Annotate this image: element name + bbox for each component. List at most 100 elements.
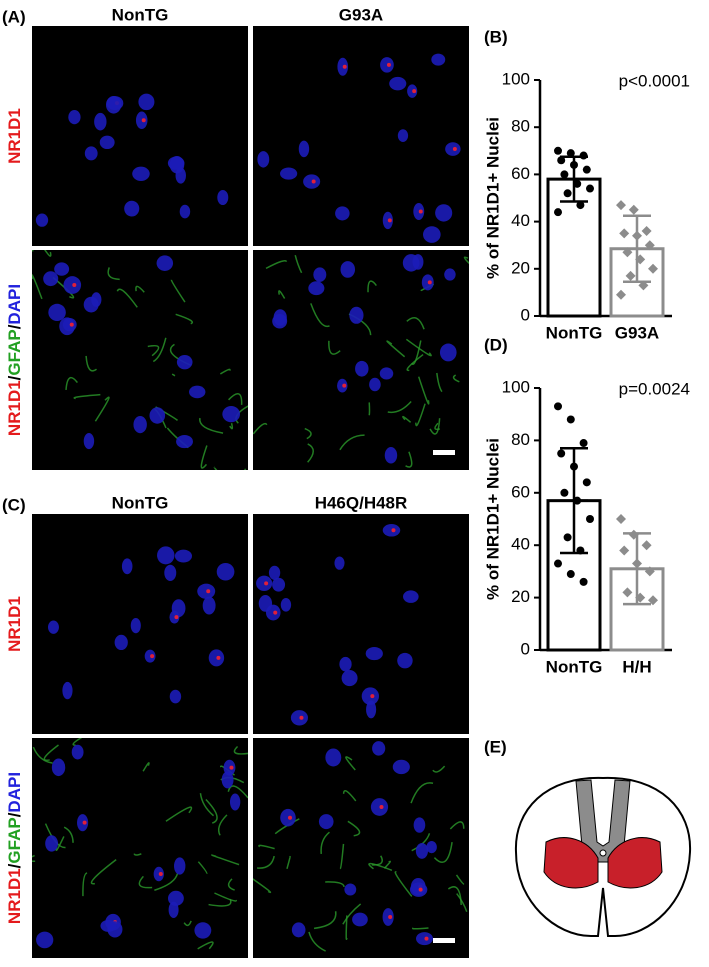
nr1d1-signal [159,872,163,876]
nucleus [217,563,235,581]
nr1d1-signal [142,118,146,122]
micrograph [253,26,469,246]
nucleus [170,690,181,704]
nr1d1-signal [264,581,268,585]
gfap-fiber [214,467,237,491]
micrograph-bg [253,514,469,734]
nucleus [175,550,192,563]
nr1d1-signal [216,656,220,660]
nucleus [45,835,58,851]
data-point [554,402,562,410]
panel-label: (C) [2,495,26,514]
nr1d1-signal [299,716,303,720]
nucleus [217,190,228,205]
nucleus [48,621,59,634]
data-point [554,208,562,216]
nucleus [349,307,363,324]
row-label: NR1D1/GFAP/DAPI [5,284,24,436]
data-point [567,570,575,578]
nucleus [431,54,445,66]
y-tick-label: 80 [511,430,530,449]
y-tick-label: 40 [511,211,530,230]
nucleus [281,598,291,612]
nucleus [335,206,349,220]
nr1d1-signal [379,805,383,809]
micrograph [28,728,255,958]
nucleus [372,741,385,756]
nr1d1-signal [370,694,374,698]
y-tick-label: 80 [511,117,530,136]
y-tick-label: 20 [511,258,530,277]
nucleus [414,817,426,832]
micrograph [244,738,469,958]
nucleus [100,136,115,149]
scale-bar [433,938,455,943]
nucleus [319,814,334,829]
nr1d1-signal [343,65,347,69]
row-label-part: NR1D1 [5,380,24,436]
nr1d1-signal [388,915,392,919]
micrograph-bg [32,26,248,246]
y-tick-label: 0 [521,305,530,324]
annotation: p<0.0001 [619,71,690,90]
x-tick-label: NonTG [546,323,603,342]
nucleus [54,262,69,275]
x-tick-label: NonTG [546,657,603,676]
micrograph [32,26,248,246]
nucleus [325,748,341,766]
nucleus [132,167,150,181]
gfap-fiber [413,928,429,929]
data-point [586,515,594,523]
nucleus [380,367,394,379]
panel-label: (A) [2,7,26,26]
nucleus [131,618,141,633]
micrograph [20,234,266,491]
nucleus [366,647,383,660]
nr1d1-signal [288,816,292,820]
y-tick-label: 0 [521,639,530,658]
row-label-part: DAPI [5,284,24,325]
nucleus [133,416,146,433]
nucleus [62,682,72,699]
panel-label: (E) [484,737,507,756]
row-label: NR1D1/GFAP/DAPI [5,772,24,924]
nr1d1-signal [273,611,277,615]
nucleus [389,77,406,90]
y-tick-label: 60 [511,164,530,183]
y-tick-label: 100 [502,377,530,396]
data-point [580,578,588,586]
row-label-part: DAPI [5,772,24,813]
nr1d1-signal [453,147,457,151]
y-tick-label: 60 [511,482,530,501]
y-tick-label: 100 [502,69,530,88]
nr1d1-signal [428,280,432,284]
row-label-part: NR1D1 [5,868,24,924]
row-label-part: GFAP [5,817,24,863]
data-point [642,226,652,236]
nucleus [423,226,441,243]
nucleus [115,635,128,650]
gfap-fiber [20,248,33,272]
data-point [580,439,588,447]
nr1d1-signal [312,180,316,184]
data-point [619,545,629,555]
nucleus [340,261,355,278]
nucleus [84,433,94,449]
nucleus [157,255,173,271]
nr1d1-signal [424,937,428,941]
data-point [619,228,629,238]
nucleus [413,254,424,270]
nucleus [313,267,326,282]
nr1d1-signal [150,654,154,658]
nr1d1-signal [387,63,391,67]
nucleus [52,759,65,777]
spinal-cord-diagram [516,778,690,936]
nr1d1-signal [388,218,392,222]
central-canal [600,850,606,856]
nucleus [230,794,240,811]
nucleus [385,447,397,463]
nucleus [138,94,154,111]
nucleus [122,558,133,574]
nucleus [352,913,368,927]
nucleus [36,214,48,227]
